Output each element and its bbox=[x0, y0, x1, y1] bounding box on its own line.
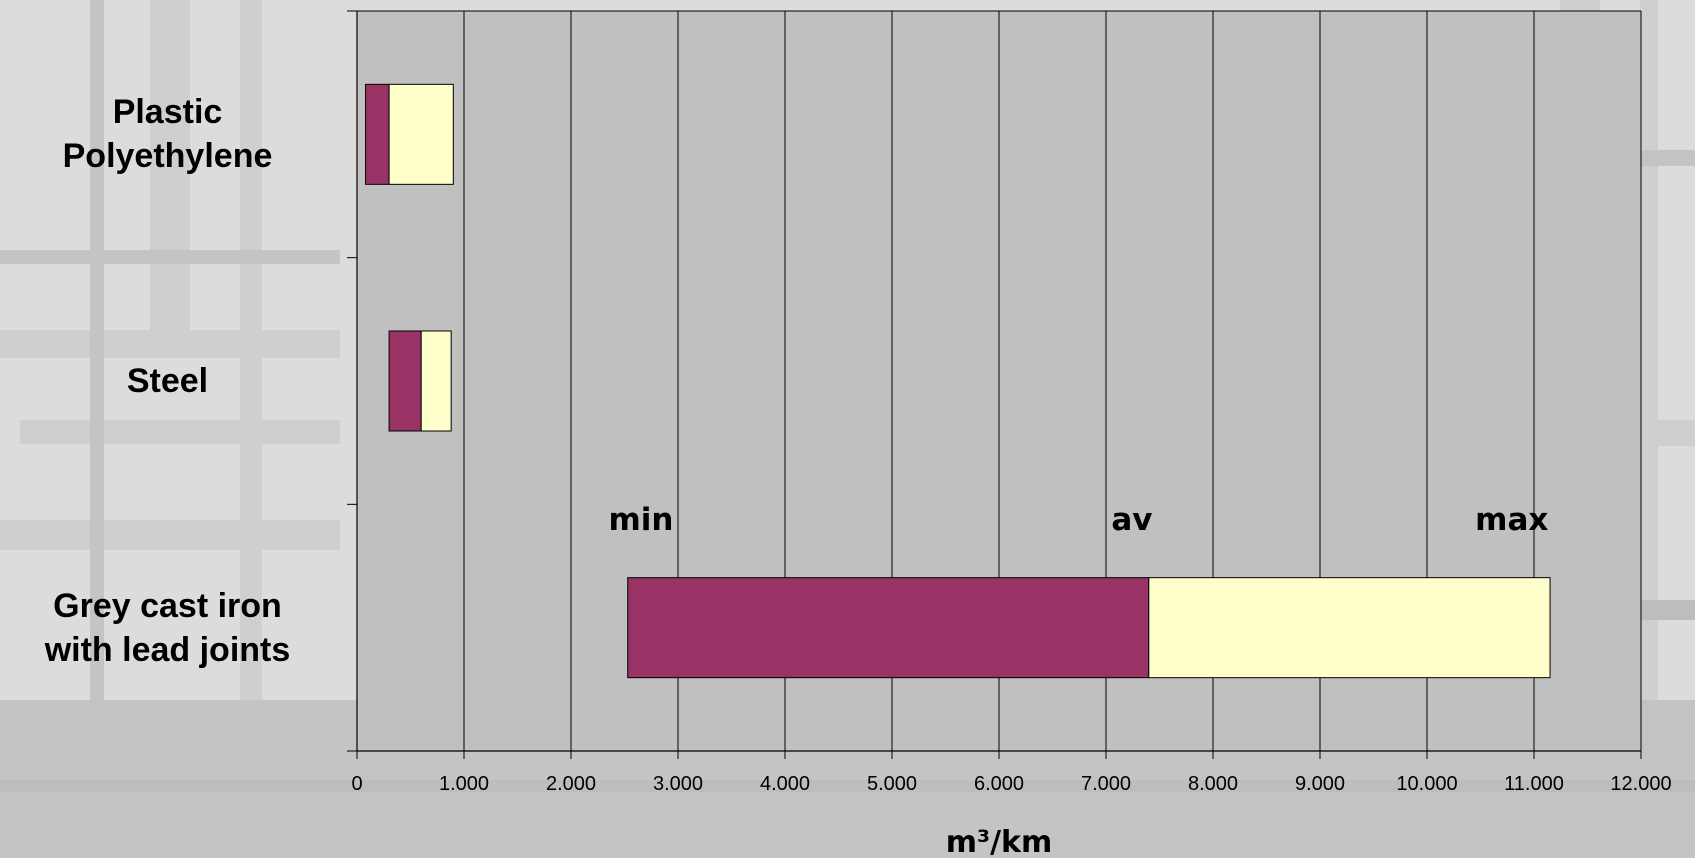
bar-segment bbox=[388, 83, 454, 185]
x-tick-label: 4.000 bbox=[760, 773, 810, 795]
bar-segment bbox=[420, 330, 452, 432]
annotation-min: min bbox=[608, 502, 673, 538]
x-tick-label: 6.000 bbox=[974, 773, 1024, 795]
bar-segment bbox=[388, 330, 422, 432]
x-tick-label: 1.000 bbox=[439, 773, 489, 795]
bar-segment bbox=[627, 577, 1150, 679]
x-tick-label: 9.000 bbox=[1295, 773, 1345, 795]
bar-segment bbox=[1148, 577, 1551, 679]
annotation-av: av bbox=[1111, 502, 1152, 538]
x-axis-label: m³/km bbox=[946, 825, 1053, 858]
x-tick-label: 12.000 bbox=[1610, 773, 1671, 795]
x-tick-label: 7.000 bbox=[1081, 773, 1131, 795]
x-tick-label: 3.000 bbox=[653, 773, 703, 795]
x-tick-label: 2.000 bbox=[546, 773, 596, 795]
x-tick-label: 8.000 bbox=[1188, 773, 1238, 795]
x-tick-label: 10.000 bbox=[1396, 773, 1457, 795]
category-label: Steel bbox=[126, 362, 209, 400]
annotations: min av max bbox=[608, 502, 1548, 538]
x-tick-label: 11.000 bbox=[1504, 773, 1564, 795]
x-tick-label: 5.000 bbox=[867, 773, 917, 795]
category-label: Plastic Polyethylene bbox=[62, 93, 273, 176]
x-ticks: 0 1.000 2.000 3.000 4.000 5.000 6.000 7.000 8.00… bbox=[347, 10, 1672, 795]
bars bbox=[365, 83, 1551, 679]
category-label: Grey cast iron with lead joints bbox=[44, 586, 291, 669]
bar-segment bbox=[365, 83, 390, 185]
annotation-max: max bbox=[1475, 502, 1548, 538]
x-tick-label: 0 bbox=[351, 773, 362, 795]
